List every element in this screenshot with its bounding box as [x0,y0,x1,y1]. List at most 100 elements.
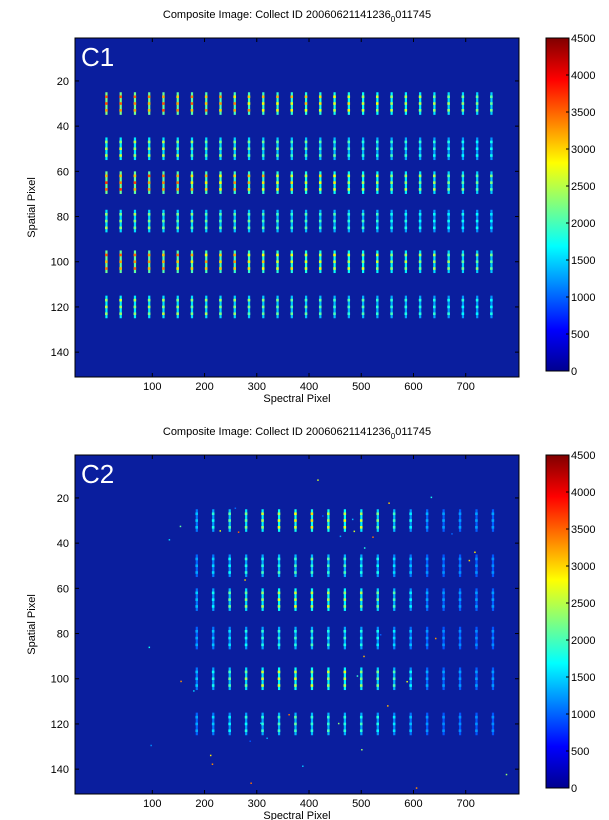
spot [425,598,429,601]
spot [304,174,308,178]
spot [490,305,493,309]
noise-pixel [505,773,508,776]
spot [333,95,336,99]
spot [475,154,479,157]
spot [418,312,422,316]
spot [442,670,445,674]
spot [261,636,264,640]
spot [475,564,478,568]
spot [343,605,347,608]
spot [458,677,462,681]
spot [375,140,379,144]
spot [409,715,412,719]
spot [261,643,264,647]
spot [442,636,445,640]
spot [290,188,294,191]
spot [409,636,412,640]
spot [147,140,151,144]
spot [392,557,396,561]
spot [162,212,165,216]
spot [147,312,151,316]
spot [442,598,445,601]
spot [333,212,336,216]
noise-pixel [363,655,365,658]
spot [475,591,478,595]
spot [390,253,393,257]
spot [359,643,363,647]
spot [490,147,493,151]
spot [376,571,380,574]
spot [277,564,281,568]
spot [119,109,122,112]
spot [162,154,165,157]
spot [461,188,465,191]
spot [304,219,308,223]
spot [290,312,294,316]
spot [343,519,347,522]
spot [190,147,194,151]
spot [133,212,137,216]
spot [458,526,462,529]
spot [376,605,380,608]
spot [304,109,308,112]
spot [211,512,215,516]
spot [133,174,137,178]
colorbar-tick-label: 2500 [571,181,595,193]
spot [327,670,330,674]
spot [228,722,231,726]
spot [409,526,412,529]
spot [244,571,248,574]
spot [228,643,231,647]
spot [105,95,108,99]
spot [310,598,314,601]
spot [204,147,208,151]
spot [425,512,429,516]
spot [233,188,236,191]
spot [475,226,479,230]
spot [418,109,422,112]
spot [119,253,122,257]
spot [147,154,151,157]
spot [392,722,396,726]
spot [375,305,379,309]
spot [343,643,347,647]
spot [392,512,396,516]
spot [418,154,422,157]
spot [361,154,365,157]
spot [261,571,264,574]
spot [490,260,493,264]
spot [105,140,108,144]
spot [361,174,365,178]
spot [147,102,151,105]
noise-pixel [302,765,304,767]
spot [261,722,264,726]
spot [310,643,314,647]
plot-frame [74,37,520,378]
spot [418,181,422,184]
spot [418,95,422,99]
spot [375,260,379,264]
spot [244,643,248,647]
spot [433,305,436,309]
spot [347,226,351,230]
spot [233,109,236,112]
spot [361,109,365,112]
spot [147,95,151,99]
spot [233,95,236,99]
spot [228,677,231,681]
spot [277,557,281,561]
spot [195,636,199,640]
spot [261,629,264,633]
spot [361,212,365,216]
spot [392,605,396,608]
spot [294,512,297,516]
spot [219,154,222,157]
spot [376,526,380,529]
spot [461,305,465,309]
spot [244,684,248,687]
spot [277,605,281,608]
spot [294,557,297,561]
spot [418,298,422,302]
spot [204,226,208,230]
spot [491,571,495,574]
